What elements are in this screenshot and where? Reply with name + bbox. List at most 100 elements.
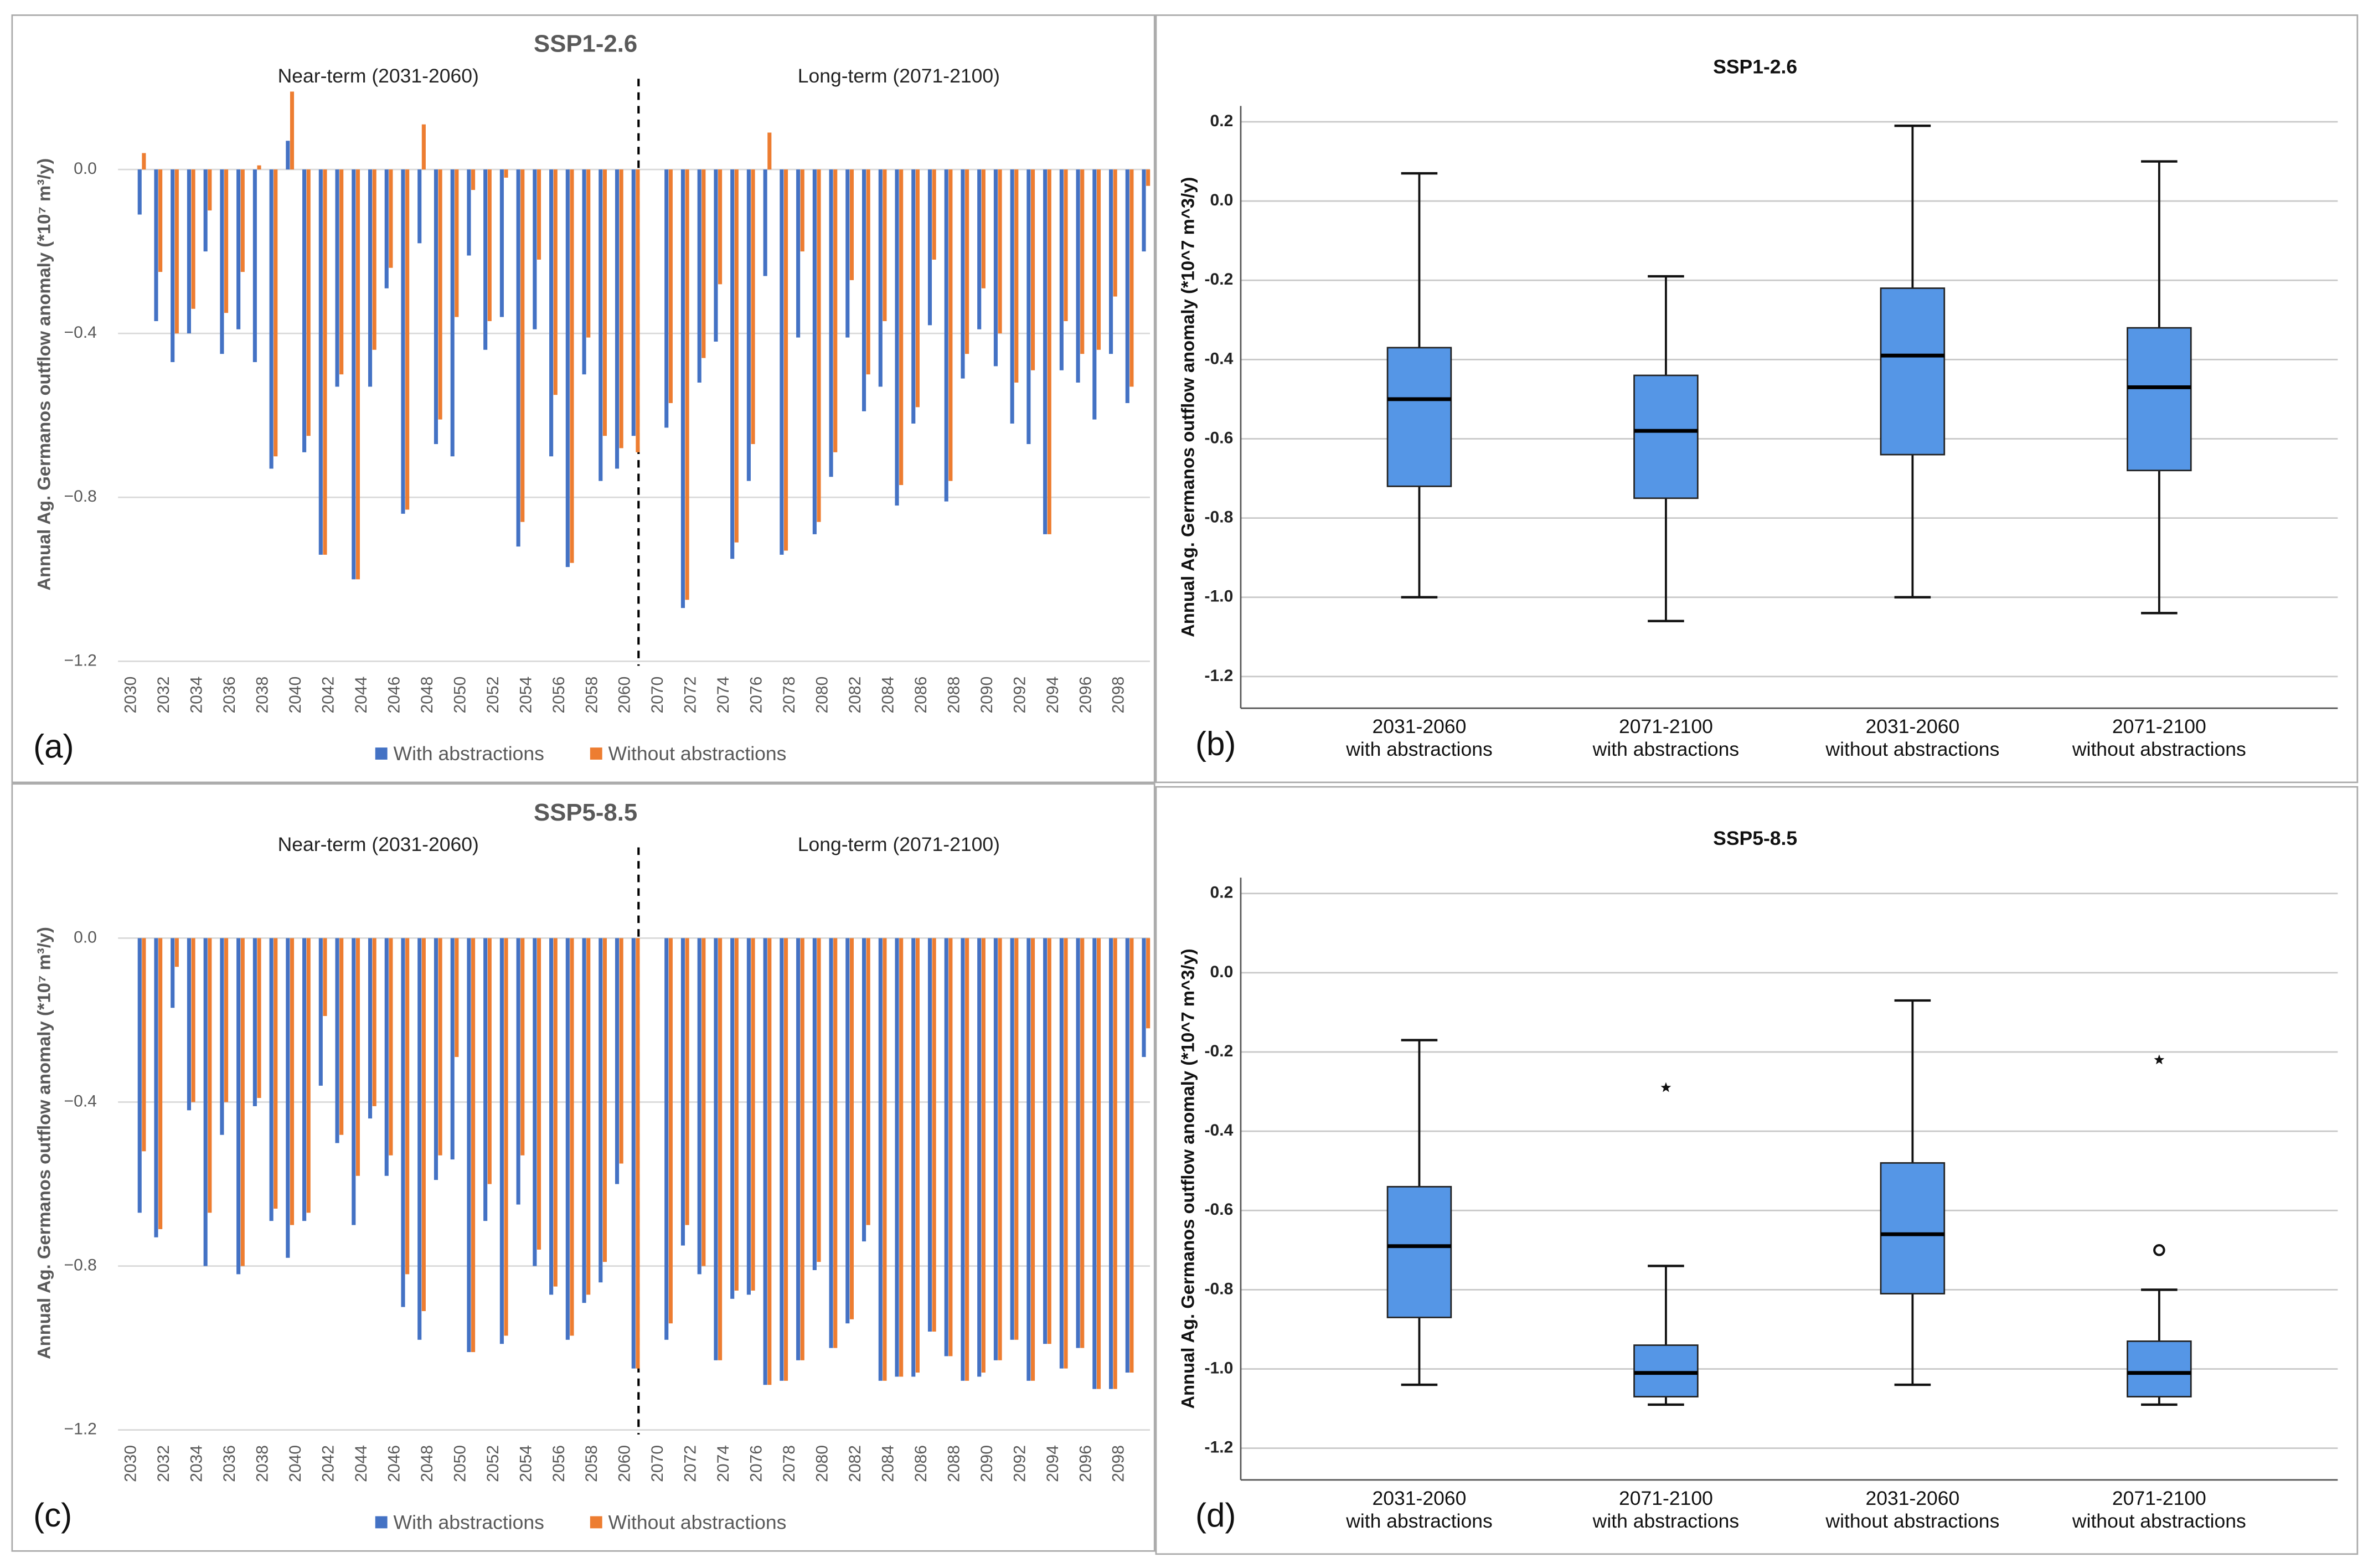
bar [895, 169, 899, 506]
bar [1043, 938, 1048, 1344]
bar [240, 938, 245, 1266]
bar [220, 938, 224, 1135]
x-tick-label: 2070 [648, 677, 667, 714]
bar [252, 938, 257, 1106]
bar [878, 938, 883, 1381]
bar [680, 938, 685, 1246]
x-tick-label: 2044 [352, 677, 370, 714]
y-axis-label: Annual Ag. Germanos outflow anomaly (*10… [34, 158, 54, 591]
x-tick-label: with abstractions [1345, 738, 1493, 760]
bar [203, 169, 208, 252]
x-tick-label: 2058 [582, 677, 601, 714]
bar [948, 169, 953, 481]
box [1633, 1344, 1699, 1397]
bar [751, 938, 755, 1291]
x-tick-label: 2054 [517, 677, 535, 714]
bar [565, 938, 570, 1340]
x-tick-label: 2032 [154, 1445, 173, 1482]
legend-swatch [375, 747, 388, 760]
bar [883, 169, 887, 321]
x-tick-label: 2071-2100 [2112, 1487, 2206, 1509]
bar [487, 169, 492, 321]
y-axis-label: Annual Ag. Germanos outflow anomaly (*10… [34, 927, 54, 1359]
y-tick-label: −1.2 [64, 651, 97, 669]
bar [384, 938, 389, 1176]
bar [714, 169, 718, 342]
bar [783, 169, 788, 551]
x-tick-label: 2096 [1076, 677, 1095, 714]
bar [318, 169, 323, 555]
y-tick-label: -1.0 [1205, 1359, 1234, 1377]
legend-label: With abstractions [394, 742, 544, 765]
bar [993, 938, 998, 1360]
annotation: Near-term (2031-2060) [278, 833, 479, 855]
bar [680, 169, 685, 608]
y-tick-label: 0.0 [1210, 191, 1234, 209]
x-tick-label: 2090 [978, 1445, 996, 1482]
x-tick-label: 2034 [188, 677, 206, 714]
x-tick-label: 2098 [1110, 1445, 1128, 1482]
bar [389, 938, 393, 1156]
bar [483, 169, 488, 350]
x-tick-label: 2040 [286, 677, 305, 714]
bar [718, 938, 723, 1360]
bar [734, 938, 739, 1291]
bar [1064, 169, 1068, 321]
bar [763, 169, 767, 276]
bar [208, 169, 212, 211]
bar [1113, 938, 1117, 1389]
x-tick-label: 2048 [418, 1445, 436, 1482]
bar [384, 169, 389, 288]
bar [372, 169, 376, 350]
bar [602, 938, 607, 1262]
bar [944, 169, 948, 502]
bar [911, 938, 916, 1377]
bar [845, 938, 850, 1324]
x-tick-label: 2036 [220, 1445, 239, 1482]
bar [619, 169, 623, 448]
bar [274, 169, 278, 457]
bar [1030, 169, 1035, 370]
bar [911, 169, 916, 424]
x-tick-label: 2086 [912, 1445, 930, 1482]
x-tick-label: 2074 [714, 677, 732, 714]
panel-label: (b) [1195, 725, 1236, 762]
bar [915, 938, 920, 1373]
bar [171, 169, 175, 362]
bar [187, 169, 192, 334]
x-tick-label: 2044 [352, 1445, 370, 1482]
x-tick-label: 2046 [385, 1445, 403, 1482]
bar [499, 938, 504, 1344]
bar [861, 169, 866, 411]
bar [450, 938, 455, 1160]
bar [1014, 169, 1019, 383]
x-tick-label: 2046 [385, 677, 403, 714]
bar [306, 169, 311, 436]
bar [516, 938, 520, 1205]
extreme-outlier [1660, 1082, 1671, 1092]
bar [302, 169, 307, 452]
x-tick-label: 2074 [714, 1445, 732, 1482]
bar [981, 938, 986, 1373]
bar [783, 938, 788, 1381]
bar [1064, 938, 1068, 1369]
x-tick-label: with abstractions [1592, 1510, 1740, 1532]
bar [1092, 169, 1097, 420]
bar [763, 938, 767, 1385]
bar [861, 938, 866, 1242]
bar [812, 938, 817, 1270]
bar [714, 938, 718, 1360]
bar [467, 938, 471, 1353]
bar [1109, 938, 1113, 1389]
x-tick-label: 2056 [550, 677, 568, 714]
bar [504, 938, 508, 1336]
x-tick-label: 2042 [319, 677, 338, 714]
bar [636, 938, 640, 1369]
bar [174, 938, 179, 967]
y-tick-label: −1.2 [64, 1420, 97, 1438]
bar [1076, 169, 1080, 383]
bar [142, 153, 146, 170]
bar [1146, 169, 1151, 186]
bar [257, 165, 261, 170]
